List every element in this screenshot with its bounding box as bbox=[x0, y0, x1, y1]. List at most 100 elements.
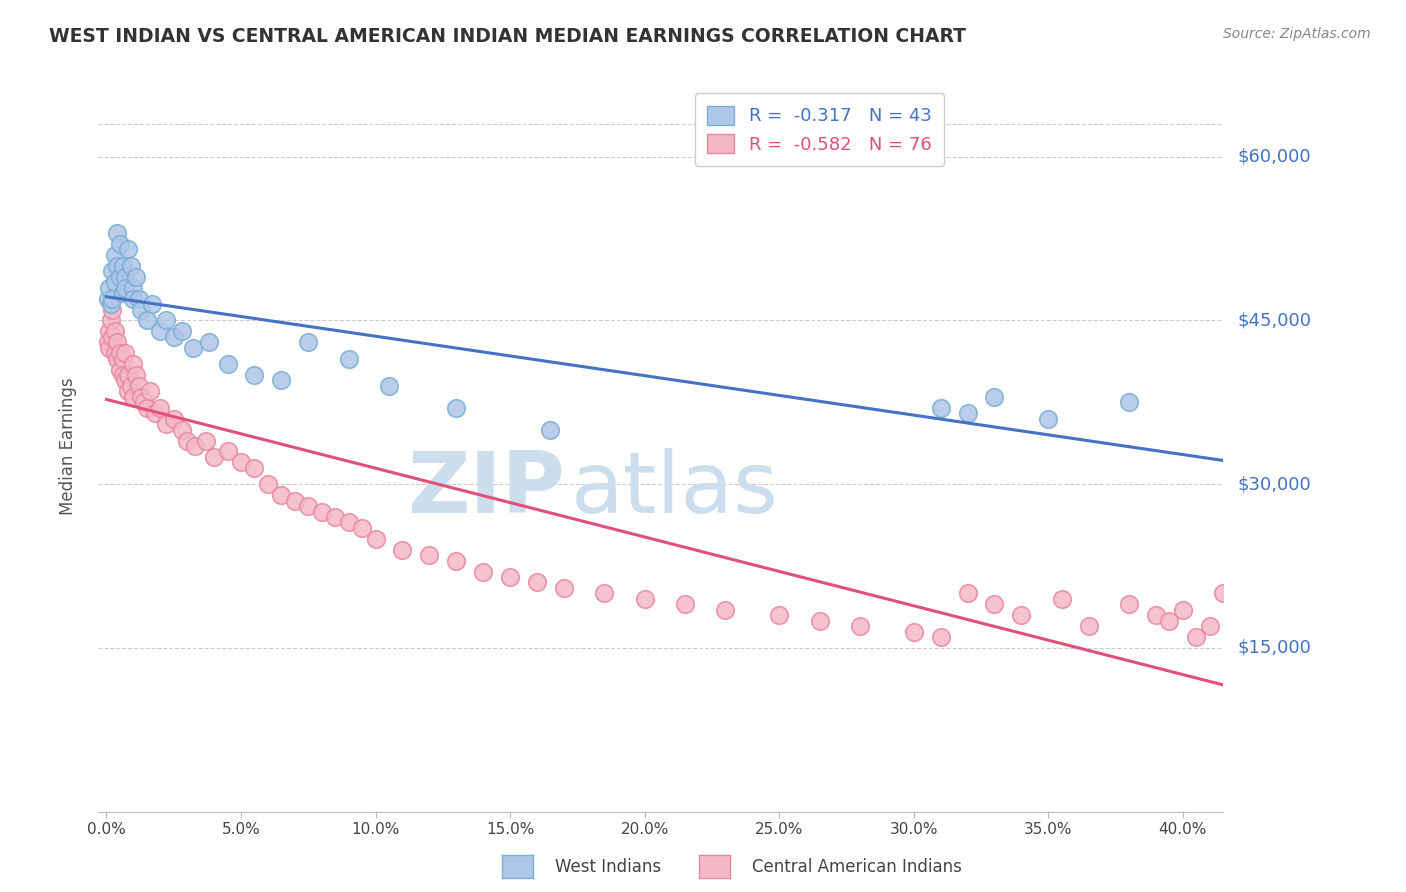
Point bbox=[217, 444, 239, 458]
Point bbox=[138, 384, 160, 399]
Point bbox=[117, 368, 139, 382]
Point bbox=[1050, 591, 1073, 606]
Point bbox=[1185, 630, 1208, 644]
Point bbox=[131, 390, 153, 404]
Point bbox=[114, 374, 136, 388]
Point bbox=[108, 237, 131, 252]
Point bbox=[122, 292, 145, 306]
Point bbox=[111, 286, 134, 301]
Point bbox=[149, 401, 172, 415]
Point bbox=[197, 335, 219, 350]
Text: Source: ZipAtlas.com: Source: ZipAtlas.com bbox=[1223, 27, 1371, 41]
Point bbox=[128, 292, 150, 306]
Point bbox=[105, 226, 128, 240]
Point bbox=[98, 341, 121, 355]
Point bbox=[593, 586, 616, 600]
Point bbox=[103, 248, 125, 262]
Point bbox=[352, 521, 374, 535]
Point bbox=[131, 302, 153, 317]
Point bbox=[297, 335, 319, 350]
Text: $60,000: $60,000 bbox=[1237, 148, 1310, 166]
Point bbox=[117, 384, 139, 399]
Point bbox=[101, 264, 124, 278]
Point bbox=[108, 346, 131, 360]
Point bbox=[540, 423, 562, 437]
Point bbox=[181, 341, 204, 355]
Point bbox=[849, 619, 872, 633]
Text: atlas: atlas bbox=[571, 449, 779, 532]
Point bbox=[1038, 411, 1060, 425]
Text: $15,000: $15,000 bbox=[1237, 639, 1310, 657]
Point bbox=[114, 269, 136, 284]
Point bbox=[1144, 608, 1167, 623]
Point bbox=[1118, 395, 1140, 409]
Point bbox=[108, 269, 131, 284]
Y-axis label: Median Earnings: Median Earnings bbox=[59, 377, 77, 515]
Point bbox=[446, 401, 468, 415]
Point bbox=[134, 395, 156, 409]
Point bbox=[284, 493, 307, 508]
Point bbox=[101, 302, 124, 317]
Point bbox=[170, 423, 193, 437]
Point bbox=[903, 624, 925, 639]
Point bbox=[243, 460, 266, 475]
Point bbox=[714, 603, 737, 617]
Point bbox=[323, 510, 346, 524]
Point bbox=[184, 439, 207, 453]
Point bbox=[337, 351, 360, 366]
Point bbox=[311, 504, 333, 518]
Point bbox=[103, 346, 125, 360]
Point bbox=[176, 434, 198, 448]
Point bbox=[1010, 608, 1032, 623]
Point bbox=[114, 346, 136, 360]
Point bbox=[956, 406, 979, 420]
Point bbox=[956, 586, 979, 600]
Point bbox=[297, 499, 319, 513]
Point bbox=[114, 281, 136, 295]
Point bbox=[217, 357, 239, 371]
Point bbox=[1159, 614, 1181, 628]
Text: West Indians: West Indians bbox=[555, 858, 661, 876]
Point bbox=[141, 297, 163, 311]
Point bbox=[105, 351, 128, 366]
Point bbox=[163, 411, 186, 425]
Point bbox=[378, 379, 401, 393]
Point bbox=[98, 324, 121, 338]
Point bbox=[122, 357, 145, 371]
Point bbox=[1171, 603, 1194, 617]
Point bbox=[97, 335, 120, 350]
Point bbox=[98, 281, 121, 295]
Point bbox=[125, 269, 148, 284]
Point bbox=[983, 390, 1005, 404]
Point bbox=[135, 313, 157, 327]
Point bbox=[105, 335, 128, 350]
Point bbox=[553, 581, 575, 595]
Point bbox=[983, 597, 1005, 611]
Point bbox=[526, 575, 548, 590]
Text: Central American Indians: Central American Indians bbox=[752, 858, 962, 876]
Point bbox=[1118, 597, 1140, 611]
Point bbox=[418, 548, 440, 562]
Point bbox=[97, 292, 120, 306]
Point bbox=[111, 351, 134, 366]
Point bbox=[673, 597, 696, 611]
Point bbox=[257, 477, 280, 491]
Point bbox=[808, 614, 831, 628]
Point bbox=[170, 324, 193, 338]
Point bbox=[472, 565, 495, 579]
Legend: R =  -0.317   N = 43, R =  -0.582   N = 76: R = -0.317 N = 43, R = -0.582 N = 76 bbox=[695, 93, 945, 166]
Text: $30,000: $30,000 bbox=[1237, 475, 1310, 493]
Point bbox=[103, 324, 125, 338]
Point bbox=[155, 313, 177, 327]
Point bbox=[105, 259, 128, 273]
Point bbox=[364, 532, 387, 546]
Point bbox=[270, 374, 292, 388]
Point bbox=[929, 630, 952, 644]
Point bbox=[143, 406, 166, 420]
Point bbox=[155, 417, 177, 432]
Point bbox=[135, 401, 157, 415]
Point bbox=[499, 570, 522, 584]
Point bbox=[446, 554, 468, 568]
Point bbox=[768, 608, 790, 623]
Text: $45,000: $45,000 bbox=[1237, 311, 1312, 329]
